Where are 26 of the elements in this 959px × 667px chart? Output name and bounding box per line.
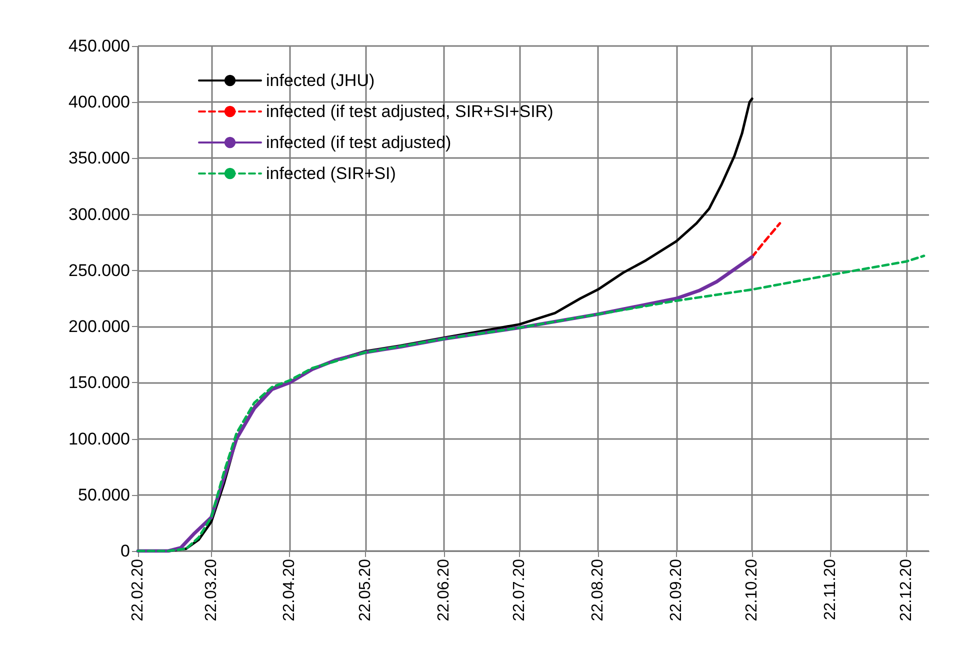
x-tick-label: 22.07.20: [511, 558, 528, 622]
legend-label: infected (if test adjusted, SIR+SI+SIR): [266, 102, 554, 121]
x-tick-label: 22.03.20: [202, 558, 220, 622]
y-tick-label: 150.000: [68, 373, 130, 392]
legend-label: infected (JHU): [266, 71, 375, 90]
x-tick-label: 22.09.20: [668, 558, 685, 622]
x-tick-label: 22.06.20: [435, 558, 452, 622]
line-series: [136, 254, 926, 552]
y-tick-label: 100.000: [68, 429, 130, 448]
x-tick-label: 22.12.20: [898, 558, 915, 622]
x-tick-label: 22.04.20: [281, 558, 298, 622]
y-tick-label: 350.000: [68, 148, 130, 168]
y-tick-label: 400.000: [68, 92, 130, 112]
y-tick-label: 50.000: [78, 485, 130, 504]
legend-label: infected (if test adjusted): [266, 133, 452, 152]
x-tick-label: 22.08.20: [589, 558, 606, 622]
x-tick-label: 22.05.20: [356, 558, 374, 622]
x-tick-label: 22.11.20: [822, 558, 839, 620]
legend-label: infected (SIR+SI): [266, 164, 396, 183]
y-tick-label: 250.000: [68, 260, 130, 280]
x-tick-label: 22.10.20: [744, 558, 761, 622]
y-tick-label: 200.000: [68, 317, 130, 336]
y-tick-label: 0: [120, 542, 130, 560]
y-tick-label: 450.000: [68, 36, 130, 56]
y-tick-label: 300.000: [68, 204, 130, 224]
x-tick-label: 22.02.20: [130, 558, 146, 622]
